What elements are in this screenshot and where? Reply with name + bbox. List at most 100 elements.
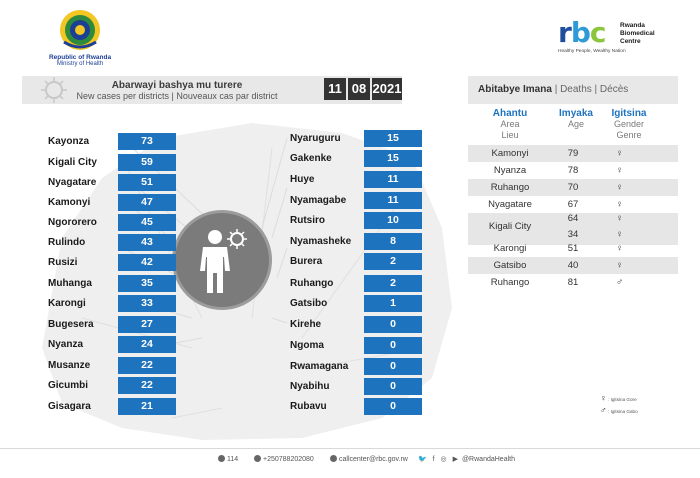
case-count: 45 — [118, 214, 176, 231]
legend-male: ♂ : Igitsina Gabo — [600, 405, 638, 415]
district-name: Gakenke — [290, 153, 332, 164]
death-age: 67 — [567, 199, 579, 210]
deaths-header: Abitabye Imana | Deaths | Décès — [468, 76, 678, 104]
col-header-area: Ahantu Area Lieu — [492, 108, 528, 140]
case-count: 51 — [118, 174, 176, 191]
footer-phone: +250788202080 — [254, 455, 314, 463]
case-count: 43 — [118, 234, 176, 251]
case-count: 11 — [364, 192, 422, 209]
district-name: Muhanga — [48, 278, 92, 289]
female-icon: ♀ — [616, 199, 624, 210]
death-area: Gatsibo — [493, 260, 527, 271]
rbc-tagline: Healthy People, Wealthy Nation — [558, 49, 626, 54]
rbc-logo: rbc Rwanda Biomedical Centre Healthy Peo… — [558, 18, 668, 58]
footer: 114 +250788202080 callcenter@rbc.gov.rw … — [0, 452, 700, 468]
case-count: 8 — [364, 233, 422, 250]
death-row: Ruhango 81 ♂ — [468, 274, 678, 291]
rwanda-emblem-icon — [58, 8, 102, 52]
title-en-fr: New cases per districts | Nouveaux cas p… — [76, 91, 278, 101]
footer-social: 🐦 f ◎ ▶ @RwandaHealth — [418, 456, 515, 463]
case-count: 42 — [118, 254, 176, 271]
date-month: 08 — [348, 78, 370, 100]
district-name: Nyagatare — [48, 177, 97, 188]
death-age: 81 — [567, 277, 579, 288]
case-count: 59 — [118, 154, 176, 171]
district-name: Kamonyi — [48, 197, 91, 208]
legend-female: ♀ : Igitsina Gore — [600, 393, 637, 403]
district-name: Nyamasheke — [290, 236, 352, 247]
case-count: 33 — [118, 295, 176, 312]
death-age: 40 — [567, 260, 579, 271]
female-icon: ♀ — [616, 148, 624, 159]
district-name: Gicumbi — [48, 380, 89, 391]
ministry-name: Ministry of Health — [56, 61, 104, 67]
female-icon: ♀ — [616, 243, 624, 254]
case-count: 47 — [118, 194, 176, 211]
district-name: Rubavu — [290, 401, 327, 412]
district-name: Nyabihu — [290, 381, 330, 392]
virus-icon — [41, 77, 67, 103]
date-day: 11 — [324, 78, 346, 100]
district-name: Rulindo — [48, 237, 86, 248]
death-row: Nyagatare 67 ♀ — [468, 196, 678, 213]
case-count: 27 — [118, 316, 176, 333]
email-icon — [330, 455, 337, 462]
whatsapp-icon — [254, 455, 261, 462]
district-name: Musanze — [48, 360, 91, 371]
death-row: Kamonyi 79 ♀ — [468, 145, 678, 162]
female-icon: ♀ — [616, 229, 624, 240]
female-icon: ♀ — [616, 165, 624, 176]
case-count: 15 — [364, 130, 422, 147]
male-icon: ♂ — [616, 277, 624, 288]
gov-name: Republic of Rwanda — [48, 54, 112, 61]
rbc-wordmark: rbc — [558, 16, 606, 49]
district-name: Rutsiro — [290, 215, 325, 226]
district-name: Gatsibo — [290, 298, 328, 309]
district-name: Ngoma — [290, 340, 324, 351]
rwanda-moh-logo: Republic of Rwanda Ministry of Health — [40, 8, 120, 67]
case-count: 24 — [118, 336, 176, 353]
district-name: Huye — [290, 174, 315, 185]
death-area: Kamonyi — [491, 148, 529, 159]
death-age: 70 — [567, 182, 579, 193]
district-name: Karongi — [48, 298, 86, 309]
case-count: 2 — [364, 253, 422, 270]
case-count: 11 — [364, 171, 422, 188]
district-name: Kirehe — [290, 319, 322, 330]
death-age: 64 — [567, 213, 579, 224]
male-icon: ♂ — [600, 405, 607, 415]
case-count: 10 — [364, 212, 422, 229]
case-count: 2 — [364, 275, 422, 292]
new-cases-title-bar: Abarwayi bashya mu turere New cases per … — [22, 76, 402, 104]
case-count: 15 — [364, 150, 422, 167]
district-name: Rwamagana — [290, 361, 349, 372]
col-header-age: Imyaka Age — [559, 108, 593, 129]
phone-icon — [218, 455, 225, 462]
title-kinyarwanda: Abarwayi bashya mu turere — [111, 80, 243, 91]
district-name: Nyaruguru — [290, 133, 341, 144]
death-age: 78 — [567, 165, 579, 176]
district-name: Ngororero — [48, 217, 97, 228]
district-name: Rusizi — [48, 257, 78, 268]
female-icon: ♀ — [616, 182, 624, 193]
death-row: Nyanza 78 ♀ — [468, 162, 678, 179]
footer-hotline: 114 — [218, 455, 238, 463]
female-icon: ♀ — [616, 260, 624, 271]
death-area: Karongi — [493, 243, 527, 254]
district-name: Bugesera — [48, 319, 94, 330]
case-count: 35 — [118, 275, 176, 292]
case-count: 22 — [118, 357, 176, 374]
case-count: 0 — [364, 316, 422, 333]
female-icon: ♀ — [616, 213, 624, 224]
death-area: Nyanza — [493, 165, 527, 176]
district-name: Kayonza — [48, 136, 90, 147]
case-count: 1 — [364, 295, 422, 312]
death-area: Kigali City — [488, 221, 532, 232]
case-count: 0 — [364, 398, 422, 415]
case-count: 0 — [364, 378, 422, 395]
district-name: Nyamagabe — [290, 195, 347, 206]
case-count: 0 — [364, 358, 422, 375]
footer-email: callcenter@rbc.gov.rw — [330, 455, 408, 463]
death-row: Karongi 51 ♀ — [468, 240, 678, 257]
case-count: 0 — [364, 337, 422, 354]
